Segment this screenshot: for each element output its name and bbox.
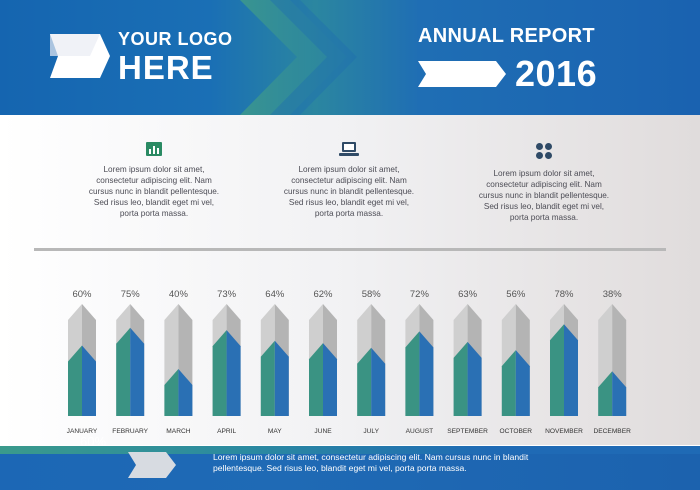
chart-icon [146,142,162,156]
bar-fill-right [419,331,434,416]
bar-value-label: 62% [313,289,333,300]
bar-category-label: APRIL [217,428,236,435]
footer-arrow-shape [128,452,176,478]
bar-value-label: 56% [506,289,526,300]
bar-category-label: DECEMBER [594,428,632,435]
info-column-2: Lorem ipsum dolor sit amet, consectetur … [249,142,449,219]
bar-fill-left [212,330,227,416]
footer-text-line-1: Lorem ipsum dolor sit amet, consectetur … [213,452,529,462]
bar-value-label: 63% [458,289,478,300]
header-banner [0,0,700,115]
footer-banner [0,446,700,490]
bar-value-label: 40% [169,289,189,300]
bar-fill-left [405,331,420,416]
info-column-3: Lorem ipsum dolor sit amet, consectetur … [444,142,644,223]
info-3-line-2: consectetur adipiscing elit. Nam [486,180,602,189]
logo-arrow-shape [50,34,110,78]
bar-fill-right [130,327,145,416]
info-2-line-5: porta porta massa. [314,209,384,218]
bar-fill-right [515,350,530,416]
bar-category-label: JULY [363,428,379,435]
footer-text-line-2: pellentesque. Sed risus leo, blandit ege… [213,463,467,473]
bar-fill-right [371,347,386,416]
bar-fill-left [357,347,372,416]
header-chevron-decoration [240,0,357,115]
bar-fill-left [164,368,179,416]
bar-category-label: FEBRUARY [112,428,148,435]
info-2-line-2: consectetur adipiscing elit. Nam [291,176,407,185]
info-1-line-5: porta porta massa. [119,209,189,218]
bar-fill-left [550,324,564,416]
info-1-line-1: Lorem ipsum dolor sit amet, [103,165,205,174]
report-title: ANNUAL REPORT [418,25,595,47]
monthly-bar-chart: 60% JANUARY 75% FEBRUARY 40% MARCH 73% APRIL 64%… [67,289,632,435]
bar-fill-left [501,350,516,416]
bar-fill-left [260,340,275,416]
bar-category-label: AUGUST [406,428,433,435]
bar-fill-right [612,371,627,416]
bar-value-label: 64% [265,289,285,300]
bar-value-label: 78% [554,289,574,300]
bar-fill-right [178,368,193,416]
info-column-1: Lorem ipsum dolor sit amet, consectetur … [54,142,254,219]
logo-text: YOUR LOGO HERE [118,30,233,84]
footer-percent: 60% [80,434,107,449]
bar-fill-right [274,340,289,416]
bar-fill-right [82,345,96,416]
bar-category-label: NOVEMBER [545,428,583,435]
bar-fill-right [564,324,578,416]
bar-category-label: JANUARY [67,428,98,435]
grid-dots-icon [536,143,552,159]
bar-value-label: 72% [410,289,430,300]
section-divider [34,248,666,251]
bar-category-label: JUNE [314,428,332,435]
bar-fill-left [116,327,131,416]
info-1-line-3: cursus nunc in blandit pellentesque. [88,187,220,196]
bar-fill-right [323,343,337,416]
bar-value-label: 75% [121,289,141,300]
info-2-line-4: Sed risus leo, blandit eget mi vel, [288,198,410,207]
bar-value-label: 58% [362,289,382,300]
logo-line-2: HERE [118,49,214,86]
bar-fill-left [453,341,468,416]
logo-line-1: YOUR LOGO [118,29,233,49]
footer-gradient-band [0,446,700,454]
info-3-line-1: Lorem ipsum dolor sit amet, [493,169,595,178]
bar-fill-left [309,343,323,416]
bar-fill-left [68,345,82,416]
info-2-line-3: cursus nunc in blandit pellentesque. [283,187,415,196]
footer-text: Lorem ipsum dolor sit amet, consectetur … [213,452,613,474]
bar-category-label: MARCH [166,428,190,435]
bar-value-label: 38% [603,289,623,300]
report-arrow-shape [418,61,506,87]
bar-category-label: OCTOBER [500,428,533,435]
info-3-line-4: Sed risus leo, blandit eget mi vel, [483,202,605,211]
bar-value-label: 73% [217,289,237,300]
bar-fill-right [467,341,482,416]
info-3-line-3: cursus nunc in blandit pellentesque. [478,191,610,200]
info-1-line-4: Sed risus leo, blandit eget mi vel, [93,198,215,207]
laptop-icon [339,142,359,156]
info-2-line-1: Lorem ipsum dolor sit amet, [298,165,400,174]
bar-category-label: MAY [268,428,282,435]
bar-value-label: 60% [72,289,92,300]
report-year: 2016 [515,53,598,94]
info-1-line-2: consectetur adipiscing elit. Nam [96,176,212,185]
bar-fill-left [598,371,613,416]
bar-fill-right [226,330,241,416]
info-3-line-5: porta porta massa. [509,213,579,222]
bar-category-label: SEPTEMBER [447,428,488,435]
